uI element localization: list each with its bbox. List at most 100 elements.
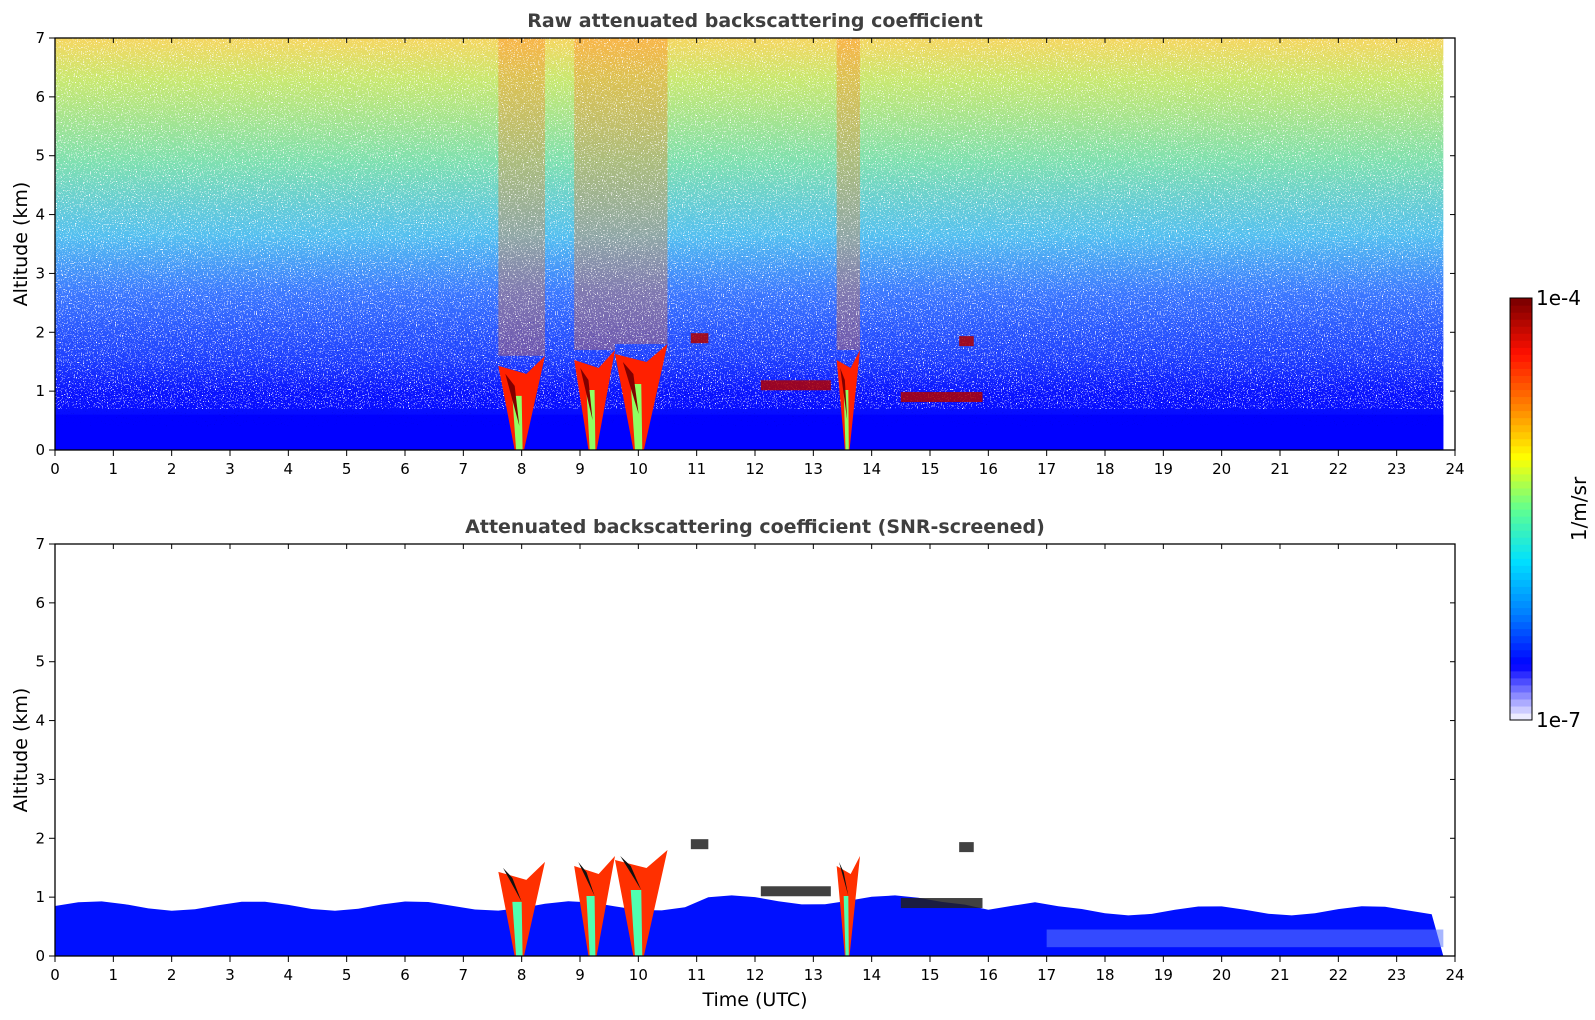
y-tick-label: 0 <box>35 441 45 459</box>
cloud-plume-core <box>843 389 849 450</box>
elevated-aerosol-layer <box>959 842 974 853</box>
y-tick-label: 5 <box>35 653 45 671</box>
elevated-aerosol-layer <box>760 886 831 897</box>
x-tick-label: 10 <box>629 460 648 478</box>
cloud-plume-top <box>840 367 848 420</box>
colorbar-band <box>1510 417 1532 426</box>
colorbar-band <box>1510 614 1532 623</box>
colorbar-band <box>1510 509 1532 517</box>
colorbar-band <box>1510 656 1532 665</box>
cloud-plume-core <box>512 901 523 956</box>
cloud-plume-core <box>586 389 596 450</box>
x-tick-label: 0 <box>50 460 60 478</box>
heatmap-area <box>55 839 1444 956</box>
panel-title: Raw attenuated backscattering coefficien… <box>527 10 983 32</box>
y-tick-label: 6 <box>35 594 45 612</box>
x-tick-label: 17 <box>1037 460 1056 478</box>
colorbar-band <box>1510 494 1532 503</box>
colorbar-band <box>1510 466 1532 475</box>
colorbar-band <box>1510 642 1532 651</box>
x-tick-label: 13 <box>804 966 823 984</box>
x-tick-label: 6 <box>400 460 410 478</box>
x-tick-label: 15 <box>920 966 939 984</box>
y-tick-label: 2 <box>35 323 45 341</box>
colorbar-band <box>1510 501 1532 510</box>
colorbar-band <box>1510 473 1532 482</box>
colorbar-band <box>1510 347 1532 355</box>
cloud-plume-top <box>620 856 642 891</box>
colorbar-gradient <box>1510 298 1532 721</box>
x-tick-label: 7 <box>459 966 469 984</box>
colorbar-band <box>1510 431 1532 440</box>
colorbar-band <box>1510 530 1532 538</box>
y-axis-ticks: 0 1 2 3 4 5 6 7 <box>35 535 1455 965</box>
colorbar-band <box>1510 375 1532 383</box>
cloud-plume-top <box>503 867 522 902</box>
elevated-aerosol-layer <box>690 839 709 850</box>
colorbar-band <box>1510 487 1532 496</box>
x-tick-label: 4 <box>284 460 294 478</box>
cloud-plume-core <box>630 384 643 450</box>
colorbar-band <box>1510 319 1532 327</box>
x-tick-label: 12 <box>745 966 764 984</box>
x-tick-label: 1 <box>109 966 119 984</box>
colorbar-band <box>1510 403 1532 412</box>
colorbar-band <box>1510 558 1532 566</box>
colorbar-band <box>1510 635 1532 644</box>
colorbar-band <box>1510 354 1532 362</box>
colorbar-band <box>1510 523 1532 531</box>
x-tick-label: 20 <box>1212 460 1231 478</box>
colorbar-band <box>1510 326 1532 334</box>
x-tick-label: 21 <box>1270 460 1289 478</box>
x-tick-label: 17 <box>1037 966 1056 984</box>
x-tick-label: 8 <box>517 966 527 984</box>
x-tick-label: 24 <box>1445 966 1464 984</box>
colorbar-band <box>1510 445 1532 454</box>
colorbar-band <box>1510 579 1532 587</box>
colorbar-band <box>1510 312 1532 320</box>
y-tick-label: 6 <box>35 88 45 106</box>
x-tick-label: 11 <box>687 460 706 478</box>
cloud-plume-core <box>843 895 849 956</box>
x-tick-label: 16 <box>979 966 998 984</box>
colorbar-min-label: 1e-7 <box>1536 708 1581 732</box>
x-tick-label: 3 <box>225 460 235 478</box>
y-tick-label: 7 <box>35 535 45 553</box>
x-tick-label: 4 <box>284 966 294 984</box>
colorbar-band <box>1510 424 1532 433</box>
elevated-aerosol-layer <box>760 380 831 391</box>
x-tick-label: 12 <box>745 460 764 478</box>
cloud-plume-top <box>505 373 520 426</box>
y-tick-label: 4 <box>35 712 45 730</box>
y-tick-label: 7 <box>35 29 45 47</box>
x-axis-ticks: 0 1 2 3 4 5 6 7 8 9 10 11 12 13 14 15 16 17 18 19 20 21 22 23 24 <box>50 544 1465 984</box>
y-tick-label: 3 <box>35 770 45 788</box>
colorbar-band <box>1510 586 1532 594</box>
x-tick-label: 23 <box>1387 966 1406 984</box>
x-tick-label: 13 <box>804 460 823 478</box>
colorbar-band <box>1510 607 1532 616</box>
x-tick-label: 22 <box>1329 966 1348 984</box>
colorbar-band <box>1510 621 1532 630</box>
y-tick-label: 1 <box>35 382 45 400</box>
colorbar-band <box>1510 396 1532 405</box>
colorbar-band <box>1510 368 1532 376</box>
colorbar-band <box>1510 600 1532 609</box>
colorbar-band <box>1510 340 1532 348</box>
panel-title: Attenuated backscattering coefficient (S… <box>465 516 1045 538</box>
colorbar-band <box>1510 382 1532 391</box>
y-axis-label: Altitude (km) <box>10 182 32 307</box>
cloud-plume-top <box>622 362 639 415</box>
colorbar-band <box>1510 537 1532 545</box>
colorbar-band <box>1510 593 1532 602</box>
x-tick-label: 1 <box>109 460 119 478</box>
cloud-plume-top <box>839 861 849 896</box>
colorbar-band <box>1510 698 1532 707</box>
x-tick-label: 19 <box>1154 966 1173 984</box>
y-tick-label: 2 <box>35 829 45 847</box>
x-tick-label: 19 <box>1154 460 1173 478</box>
colorbar-band <box>1510 712 1532 721</box>
colorbar-band <box>1510 628 1532 637</box>
colorbar-band <box>1510 649 1532 658</box>
